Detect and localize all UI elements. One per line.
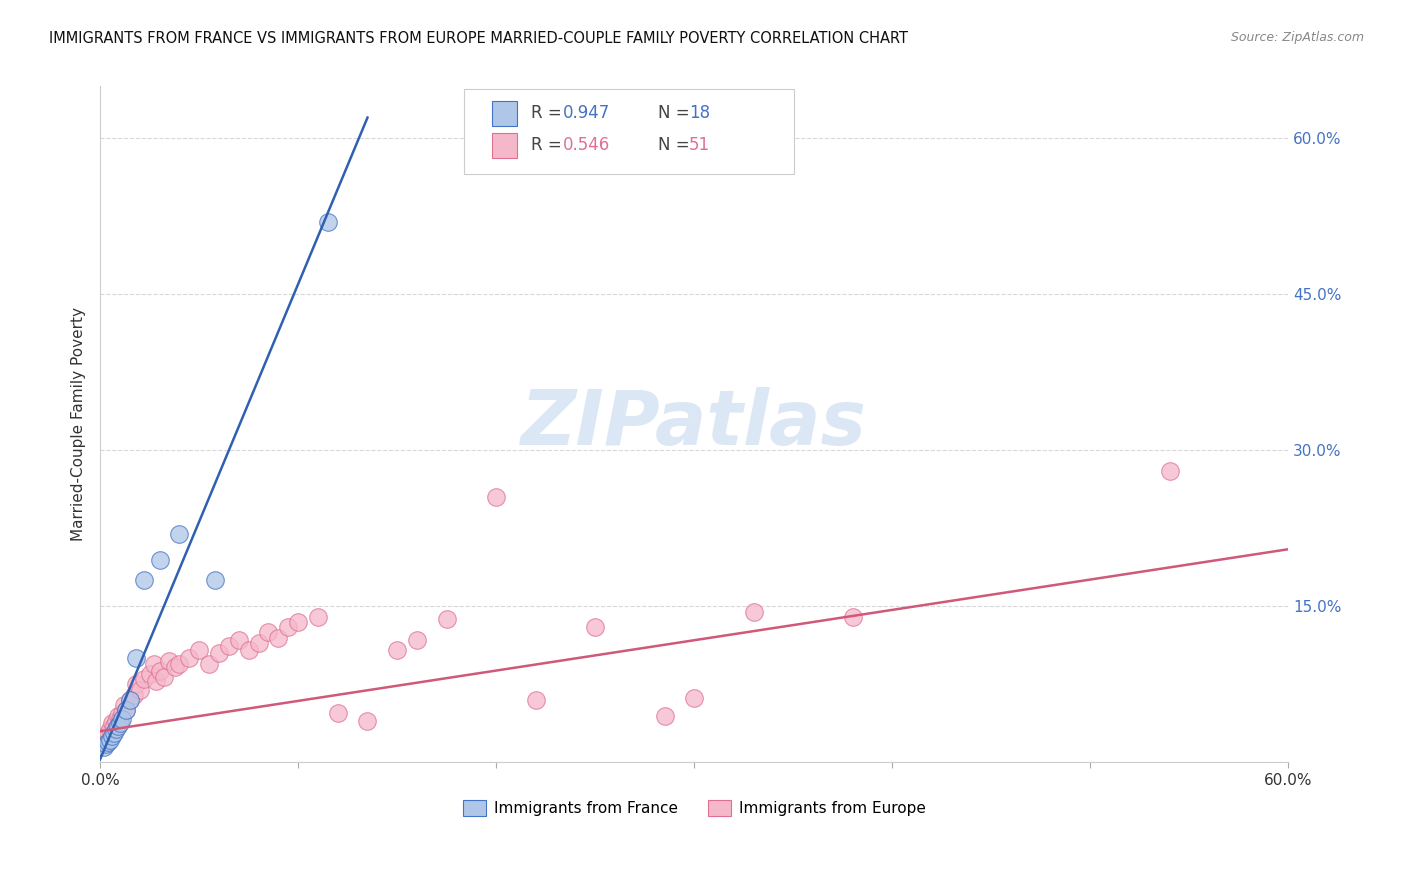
Point (218, 639, 240, 653)
Point (101, 730, 124, 744)
Point (208, 646, 231, 660)
Point (104, 722, 127, 736)
Text: IMMIGRANTS FROM FRANCE VS IMMIGRANTS FROM EUROPE MARRIED-COUPLE FAMILY POVERTY C: IMMIGRANTS FROM FRANCE VS IMMIGRANTS FRO… (49, 31, 908, 46)
Point (122, 688, 145, 702)
Point (118, 693, 141, 707)
Point (267, 631, 290, 645)
Point (125, 651, 148, 665)
Point (257, 625, 280, 640)
Text: 0.947: 0.947 (562, 104, 610, 122)
Point (742, 605, 765, 619)
Point (307, 610, 329, 624)
Point (387, 643, 409, 657)
Point (188, 643, 211, 657)
Text: Source: ZipAtlas.com: Source: ZipAtlas.com (1230, 31, 1364, 45)
Point (107, 708, 129, 723)
Point (287, 615, 309, 629)
Y-axis label: Married-Couple Family Poverty: Married-Couple Family Poverty (72, 308, 86, 541)
Point (142, 657, 165, 671)
Point (111, 712, 134, 726)
Text: 0.546: 0.546 (562, 136, 610, 154)
Point (97, 726, 120, 740)
Point (101, 715, 124, 730)
Point (169, 526, 191, 541)
Point (198, 657, 221, 671)
Text: R =: R = (531, 104, 568, 122)
Point (204, 574, 226, 588)
Point (108, 712, 131, 726)
Point (94, 730, 117, 744)
Point (111, 706, 134, 720)
Point (316, 214, 339, 228)
Point (683, 690, 706, 705)
Point (152, 670, 174, 684)
Point (148, 664, 170, 678)
Point (97, 734, 120, 748)
Point (583, 620, 606, 634)
Point (356, 714, 378, 728)
Point (132, 672, 155, 686)
Point (277, 620, 299, 634)
Point (148, 552, 170, 566)
Point (841, 610, 863, 624)
Point (115, 703, 138, 717)
Point (169, 657, 191, 671)
Text: 51: 51 (689, 136, 710, 154)
Point (93, 739, 115, 754)
Point (115, 703, 138, 717)
Point (118, 693, 141, 707)
Point (103, 719, 125, 733)
Point (654, 708, 676, 723)
Point (103, 726, 125, 740)
Point (145, 674, 167, 689)
Point (436, 612, 458, 626)
Point (98, 722, 121, 736)
Point (138, 667, 160, 681)
Legend: Immigrants from France, Immigrants from Europe: Immigrants from France, Immigrants from … (457, 794, 932, 822)
Point (104, 714, 127, 728)
Point (406, 632, 429, 647)
Point (1159, 464, 1181, 478)
Point (228, 632, 250, 647)
Text: N =: N = (658, 136, 695, 154)
Point (326, 706, 349, 720)
Text: N =: N = (658, 104, 695, 122)
Point (112, 698, 135, 713)
Point (128, 682, 150, 697)
Point (107, 719, 129, 733)
Text: R =: R = (531, 136, 568, 154)
Text: ZIPatlas: ZIPatlas (522, 387, 868, 461)
Point (485, 490, 508, 504)
Point (524, 693, 547, 707)
Point (94, 737, 117, 751)
Text: 18: 18 (689, 104, 710, 122)
Point (98, 732, 121, 747)
Point (132, 574, 155, 588)
Point (238, 643, 260, 657)
Point (108, 715, 131, 730)
Point (125, 677, 148, 691)
Point (159, 653, 181, 667)
Point (179, 651, 201, 665)
Point (93, 734, 115, 748)
Point (165, 659, 187, 673)
Point (247, 636, 270, 650)
